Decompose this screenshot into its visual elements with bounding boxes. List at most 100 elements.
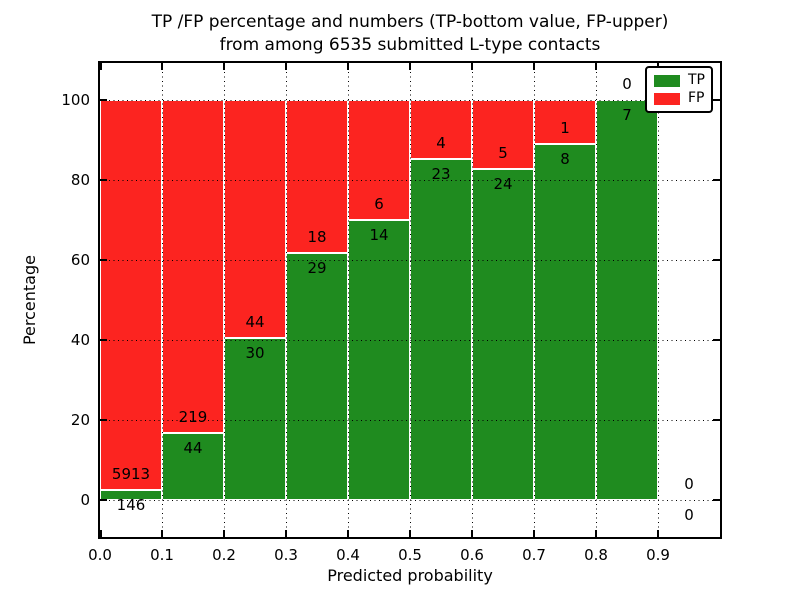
plot-area: 5913 146 219 44 44 30 18 29 6 14 4 23 5 24 1 8 0 7 0 0: [98, 61, 722, 539]
y-tick-label: 60: [70, 251, 90, 269]
tp-bar-segment: [224, 337, 286, 500]
fp-bar-segment: [162, 100, 224, 434]
tp-bar-segment: [410, 159, 472, 500]
x-tick-label: 0.5: [398, 546, 422, 564]
fp-bar-segment: [224, 100, 286, 338]
fp-count-label: 0: [684, 475, 694, 493]
gridline-vertical: [285, 63, 287, 537]
tp-count-label: 14: [369, 226, 389, 244]
gridline-vertical: [471, 63, 473, 537]
x-tick-mark-top: [285, 63, 287, 70]
fp-count-label: 6: [374, 195, 384, 213]
gridline-vertical: [223, 63, 225, 537]
y-tick-mark: [100, 419, 107, 421]
legend-item: TP: [654, 72, 705, 88]
fp-bar-segment: [472, 100, 534, 169]
x-tick-mark: [161, 530, 163, 537]
fp-count-label: 219: [178, 408, 208, 427]
y-tick-mark: [100, 499, 107, 501]
x-axis-label: Predicted probability: [327, 566, 493, 585]
x-tick-label: 0.1: [150, 546, 174, 564]
x-tick-mark-top: [223, 63, 225, 70]
chart-title-line1: TP /FP percentage and numbers (TP-bottom…: [151, 12, 669, 32]
y-tick-label: 100: [61, 91, 90, 109]
x-tick-mark-top: [409, 63, 411, 70]
gridline-vertical: [595, 63, 597, 537]
y-tick-mark: [100, 339, 107, 341]
gridline-horizontal: [100, 499, 720, 501]
fp-bar-segment: [410, 100, 472, 160]
x-tick-label: 0.4: [336, 546, 360, 564]
tp-bar-segment: [286, 253, 348, 500]
x-tick-mark: [409, 530, 411, 537]
tp-legend-swatch: [654, 74, 680, 87]
y-tick-mark-right: [713, 419, 720, 421]
x-tick-mark-top: [471, 63, 473, 70]
fp-count-label: 44: [245, 312, 265, 331]
tp-count-label: 146: [116, 496, 146, 515]
legend-item-label: FP: [688, 90, 705, 106]
tp-count-label: 24: [493, 174, 513, 193]
legend-item-label: TP: [688, 72, 705, 88]
y-tick-label: 0: [80, 491, 90, 509]
x-tick-label: 0.3: [274, 546, 298, 564]
fp-count-label: 0: [622, 75, 632, 93]
fp-count-label: 4: [436, 134, 446, 153]
x-tick-mark: [533, 530, 535, 537]
y-tick-label: 40: [70, 331, 90, 349]
legend-item: FP: [654, 90, 705, 106]
y-tick-mark-right: [713, 259, 720, 261]
gridline-horizontal: [100, 99, 720, 101]
tp-count-label: 0: [684, 506, 694, 524]
fp-legend-swatch: [654, 92, 680, 105]
y-tick-mark: [100, 99, 107, 101]
legend: TP FP: [645, 66, 713, 113]
fp-count-label: 1: [560, 119, 570, 138]
gridline-vertical: [657, 63, 659, 537]
x-tick-label: 0.2: [212, 546, 236, 564]
tp-count-label: 7: [622, 106, 632, 124]
gridline-horizontal: [100, 259, 720, 261]
gridline-vertical: [409, 63, 411, 537]
fp-count-label: 5: [498, 143, 508, 162]
gridline-vertical: [347, 63, 349, 537]
gridline-vertical: [533, 63, 535, 537]
x-tick-label: 0.6: [460, 546, 484, 564]
x-tick-label: 0.7: [522, 546, 546, 564]
y-tick-mark-right: [713, 99, 720, 101]
gridline-horizontal: [100, 419, 720, 421]
tp-count-label: 23: [431, 165, 451, 184]
tp-count-label: 8: [560, 150, 570, 169]
x-tick-mark: [595, 530, 597, 537]
fp-bar-segment: [534, 100, 596, 145]
fp-bar-segment: [100, 100, 162, 491]
tp-bar-segment: [534, 144, 596, 500]
x-tick-mark: [657, 530, 659, 537]
tp-count-label: 44: [183, 439, 203, 458]
x-tick-mark-top: [595, 63, 597, 70]
x-tick-mark: [347, 530, 349, 537]
x-tick-mark-top: [533, 63, 535, 70]
x-tick-mark-top: [161, 63, 163, 70]
x-tick-mark: [100, 530, 102, 537]
y-tick-mark: [100, 179, 107, 181]
tp-count-label: 29: [307, 259, 327, 278]
y-tick-mark-right: [713, 499, 720, 501]
y-tick-label: 20: [70, 411, 90, 429]
chart-title-line2: from among 6535 submitted L-type contact…: [219, 35, 601, 55]
fp-count-label: 5913: [111, 465, 151, 484]
y-tick-mark: [100, 259, 107, 261]
chart-title: TP /FP percentage and numbers (TP-bottom…: [98, 11, 722, 57]
gridline-horizontal: [100, 179, 720, 181]
x-tick-label: 0.8: [584, 546, 608, 564]
x-tick-mark-top: [347, 63, 349, 70]
gridline-horizontal: [100, 339, 720, 341]
x-tick-mark: [285, 530, 287, 537]
y-tick-mark-right: [713, 179, 720, 181]
x-tick-mark: [471, 530, 473, 537]
fp-count-label: 18: [307, 228, 327, 247]
y-axis-label: Percentage: [20, 255, 39, 346]
x-tick-mark-top: [100, 63, 102, 70]
x-tick-mark: [223, 530, 225, 537]
